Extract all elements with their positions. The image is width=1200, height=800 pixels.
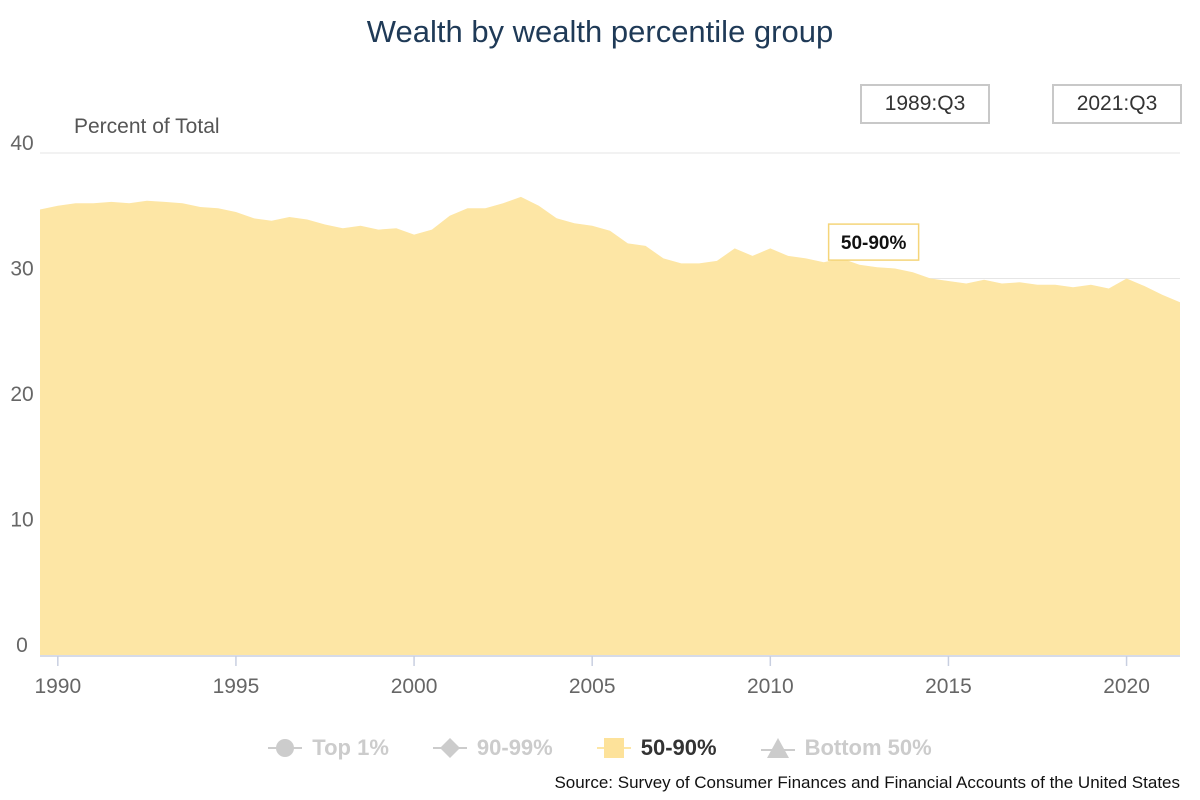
y-axis-title: Percent of Total: [74, 115, 220, 138]
legend-label: Top 1%: [312, 735, 389, 760]
y-tick-label: 10: [10, 509, 33, 532]
y-tick-label: 20: [10, 383, 33, 406]
series-label-box: [827, 223, 920, 261]
y-tick-label: 0: [16, 634, 28, 657]
x-tick-label: 2015: [925, 675, 972, 698]
x-tick-label: 2020: [1103, 675, 1150, 698]
legend: Top 1% 90-99% 50-90% Bottom 50%: [0, 733, 1200, 763]
square-icon: [596, 738, 631, 758]
series-label-text: 50-90%: [841, 233, 907, 254]
y-tick-label: 40: [10, 132, 33, 155]
area-series-50-90[interactable]: [40, 196, 1180, 655]
legend-item-50-90[interactable]: 50-90%: [596, 733, 717, 763]
diamond-icon: [432, 738, 467, 758]
x-tick-label: 1995: [213, 675, 260, 698]
chart-plot: 0 10 20 30 40 1990 1995 2000 2005 2010 2015 2020 Pe…: [10, 115, 1180, 698]
legend-item-top-1[interactable]: Top 1%: [268, 733, 389, 763]
legend-item-bottom-50[interactable]: Bottom 50%: [760, 733, 932, 763]
legend-item-90-99[interactable]: 90-99%: [432, 733, 553, 763]
source-note: Source: Survey of Consumer Finances and …: [554, 773, 1180, 792]
y-tick-label: 30: [10, 258, 33, 281]
range-end-box[interactable]: 2021:Q3: [1052, 84, 1182, 124]
circle-icon: [268, 739, 303, 757]
legend-label: Bottom 50%: [804, 735, 932, 760]
x-tick-label: 2010: [747, 675, 794, 698]
triangle-icon: [760, 738, 795, 758]
range-start-box[interactable]: 1989:Q3: [860, 84, 990, 124]
x-tick-label: 2000: [391, 675, 438, 698]
series-label: 50-90%: [827, 223, 920, 261]
axes: 0 10 20 30 40 1990 1995 2000 2005 2010 2015 2020: [10, 132, 1180, 698]
legend-label: 90-99%: [476, 735, 553, 760]
chart-title: Wealth by wealth percentile group: [366, 14, 834, 49]
x-tick-label: 2005: [569, 675, 616, 698]
x-tick-label: 1990: [34, 675, 81, 698]
legend-label: 50-90%: [640, 735, 717, 760]
